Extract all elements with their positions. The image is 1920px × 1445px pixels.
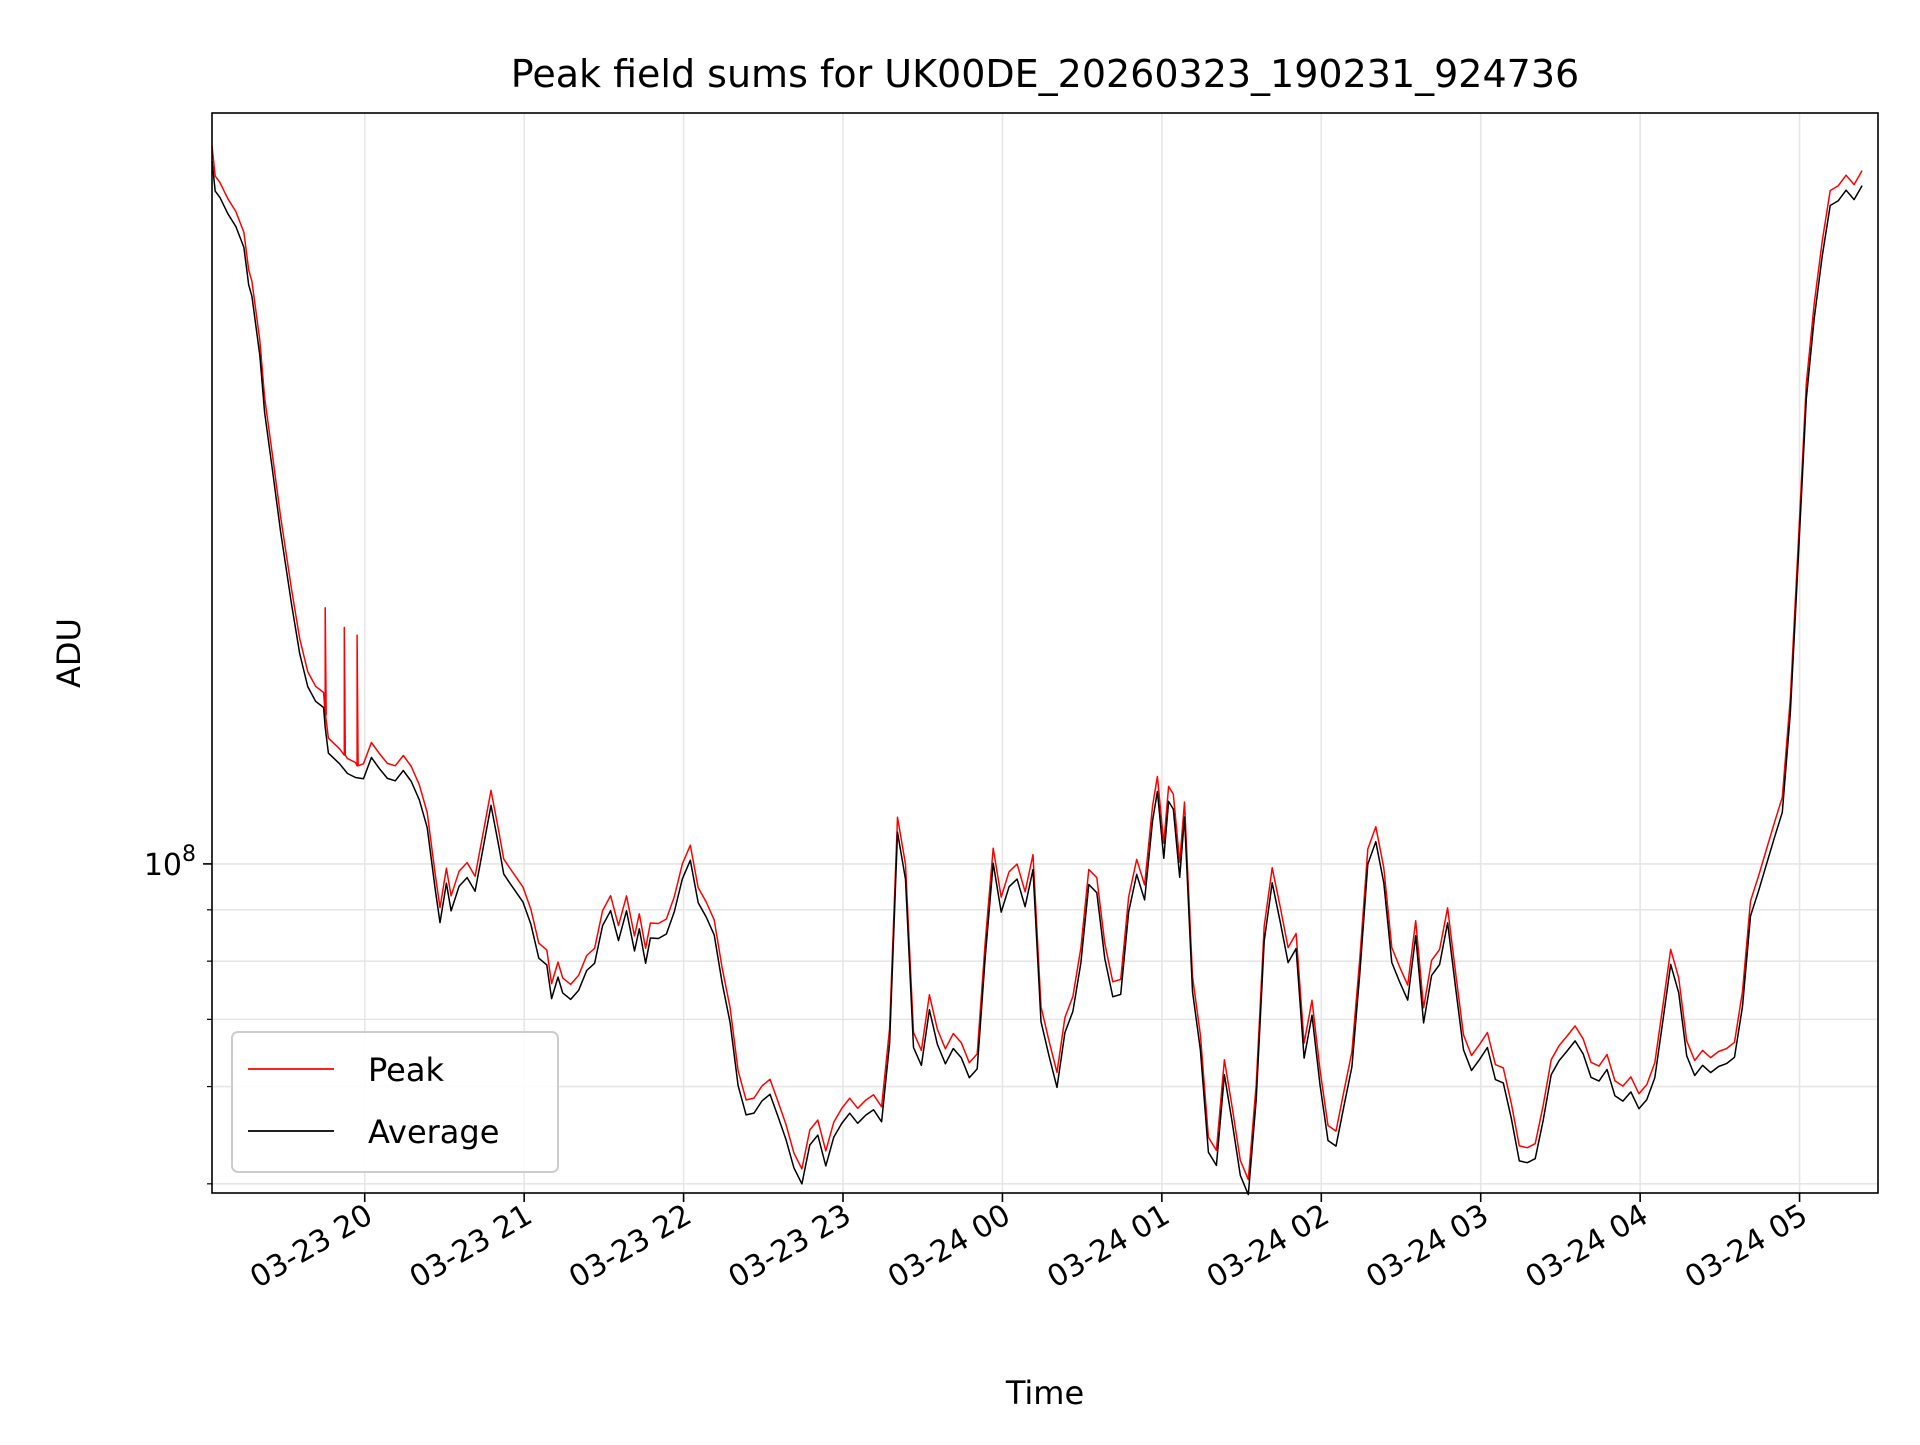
series-line-peak [211, 146, 1863, 1181]
legend: Peak Average [231, 1031, 559, 1173]
legend-label-peak: Peak [368, 1051, 444, 1089]
chart-title: Peak field sums for UK00DE_20260323_1902… [511, 52, 1579, 96]
series-layer [211, 146, 1863, 1196]
grid-layer [212, 113, 1878, 1193]
legend-box [231, 1031, 559, 1173]
plot-frame [211, 112, 1879, 1194]
x-axis-label: Time [1005, 1374, 1084, 1412]
y-axis-label: ADU [50, 618, 88, 688]
series-line-average [211, 160, 1863, 1196]
legend-label-average: Average [368, 1113, 499, 1151]
y-tick-label-0: 108 [144, 842, 196, 883]
